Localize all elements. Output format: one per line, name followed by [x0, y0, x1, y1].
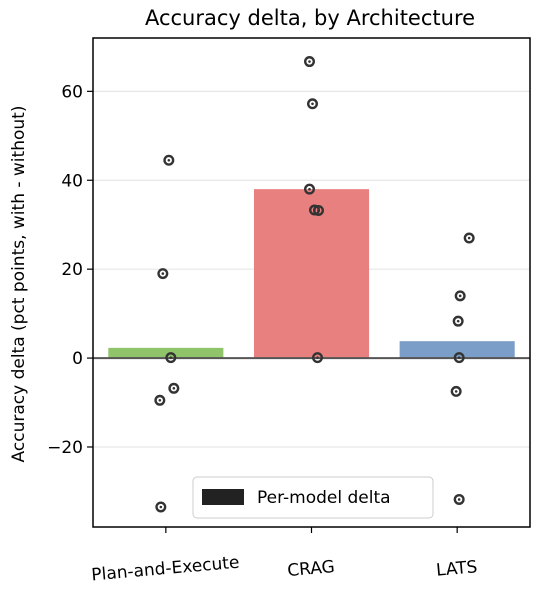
- data-point-center: [308, 187, 311, 191]
- legend-swatch: [202, 489, 244, 505]
- data-point: [453, 352, 465, 364]
- data-point-center: [308, 60, 311, 63]
- data-point: [168, 382, 180, 394]
- bar: [253, 189, 370, 359]
- data-point-center: [467, 236, 471, 240]
- y-tick-label: 40: [61, 171, 83, 191]
- y-ticks: −20 0 20 40 60: [47, 82, 93, 458]
- legend: Per-model delta: [192, 476, 434, 519]
- data-point-center: [458, 294, 462, 298]
- data-point: [312, 352, 324, 364]
- legend-label: Per-model delta: [257, 488, 391, 508]
- y-axis-label: Accuracy delta (pct points, with - witho…: [9, 106, 29, 463]
- data-point: [155, 501, 167, 513]
- data-point-center: [161, 272, 165, 275]
- data-points: [154, 56, 475, 513]
- data-point-center: [454, 390, 458, 393]
- data-point: [304, 56, 316, 68]
- legend-box: [192, 476, 434, 519]
- data-point-center: [169, 356, 173, 359]
- data-point: [450, 385, 462, 397]
- data-point-center: [317, 209, 320, 212]
- data-point-center: [456, 319, 460, 323]
- y-tick-label: −20: [47, 438, 83, 458]
- data-point-center: [167, 158, 171, 162]
- data-point-center: [172, 387, 176, 390]
- x-tick-label: Plan-and-Execute: [91, 553, 241, 586]
- data-point: [165, 352, 177, 364]
- data-point-center: [457, 356, 461, 359]
- data-point-center: [311, 102, 314, 106]
- y-tick-label: 0: [72, 349, 83, 369]
- data-point: [163, 154, 175, 166]
- x-tick-label: CRAG: [287, 557, 336, 581]
- y-tick-label: 60: [61, 82, 83, 102]
- data-point: [454, 290, 466, 302]
- data-point-center: [457, 498, 461, 501]
- chart-title: Accuracy delta, by Architecture: [145, 6, 475, 30]
- data-point: [307, 98, 319, 110]
- data-point-center: [316, 356, 319, 359]
- data-point: [453, 493, 465, 505]
- x-ticks: Plan-and-Execute CRAG LATS: [91, 527, 478, 586]
- data-point: [313, 204, 325, 216]
- data-point-center: [158, 399, 162, 402]
- data-point: [452, 315, 464, 327]
- plot-frame: [92, 37, 531, 528]
- bar: [399, 341, 515, 359]
- data-point-center: [159, 505, 163, 509]
- data-point: [154, 394, 166, 406]
- x-tick-label: LATS: [435, 557, 478, 581]
- y-tick-label: 20: [61, 260, 83, 280]
- bar: [108, 347, 224, 359]
- data-point: [304, 183, 316, 195]
- data-point: [463, 232, 475, 244]
- bars: [108, 189, 515, 359]
- data-point: [157, 268, 169, 280]
